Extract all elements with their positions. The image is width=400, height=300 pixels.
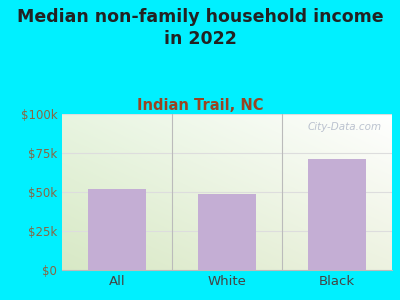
- Text: Median non-family household income
in 2022: Median non-family household income in 20…: [17, 8, 383, 48]
- Bar: [308, 159, 366, 270]
- Bar: [198, 194, 256, 270]
- Text: Indian Trail, NC: Indian Trail, NC: [137, 98, 263, 112]
- Bar: [88, 189, 146, 270]
- Text: City-Data.com: City-Data.com: [308, 122, 382, 132]
